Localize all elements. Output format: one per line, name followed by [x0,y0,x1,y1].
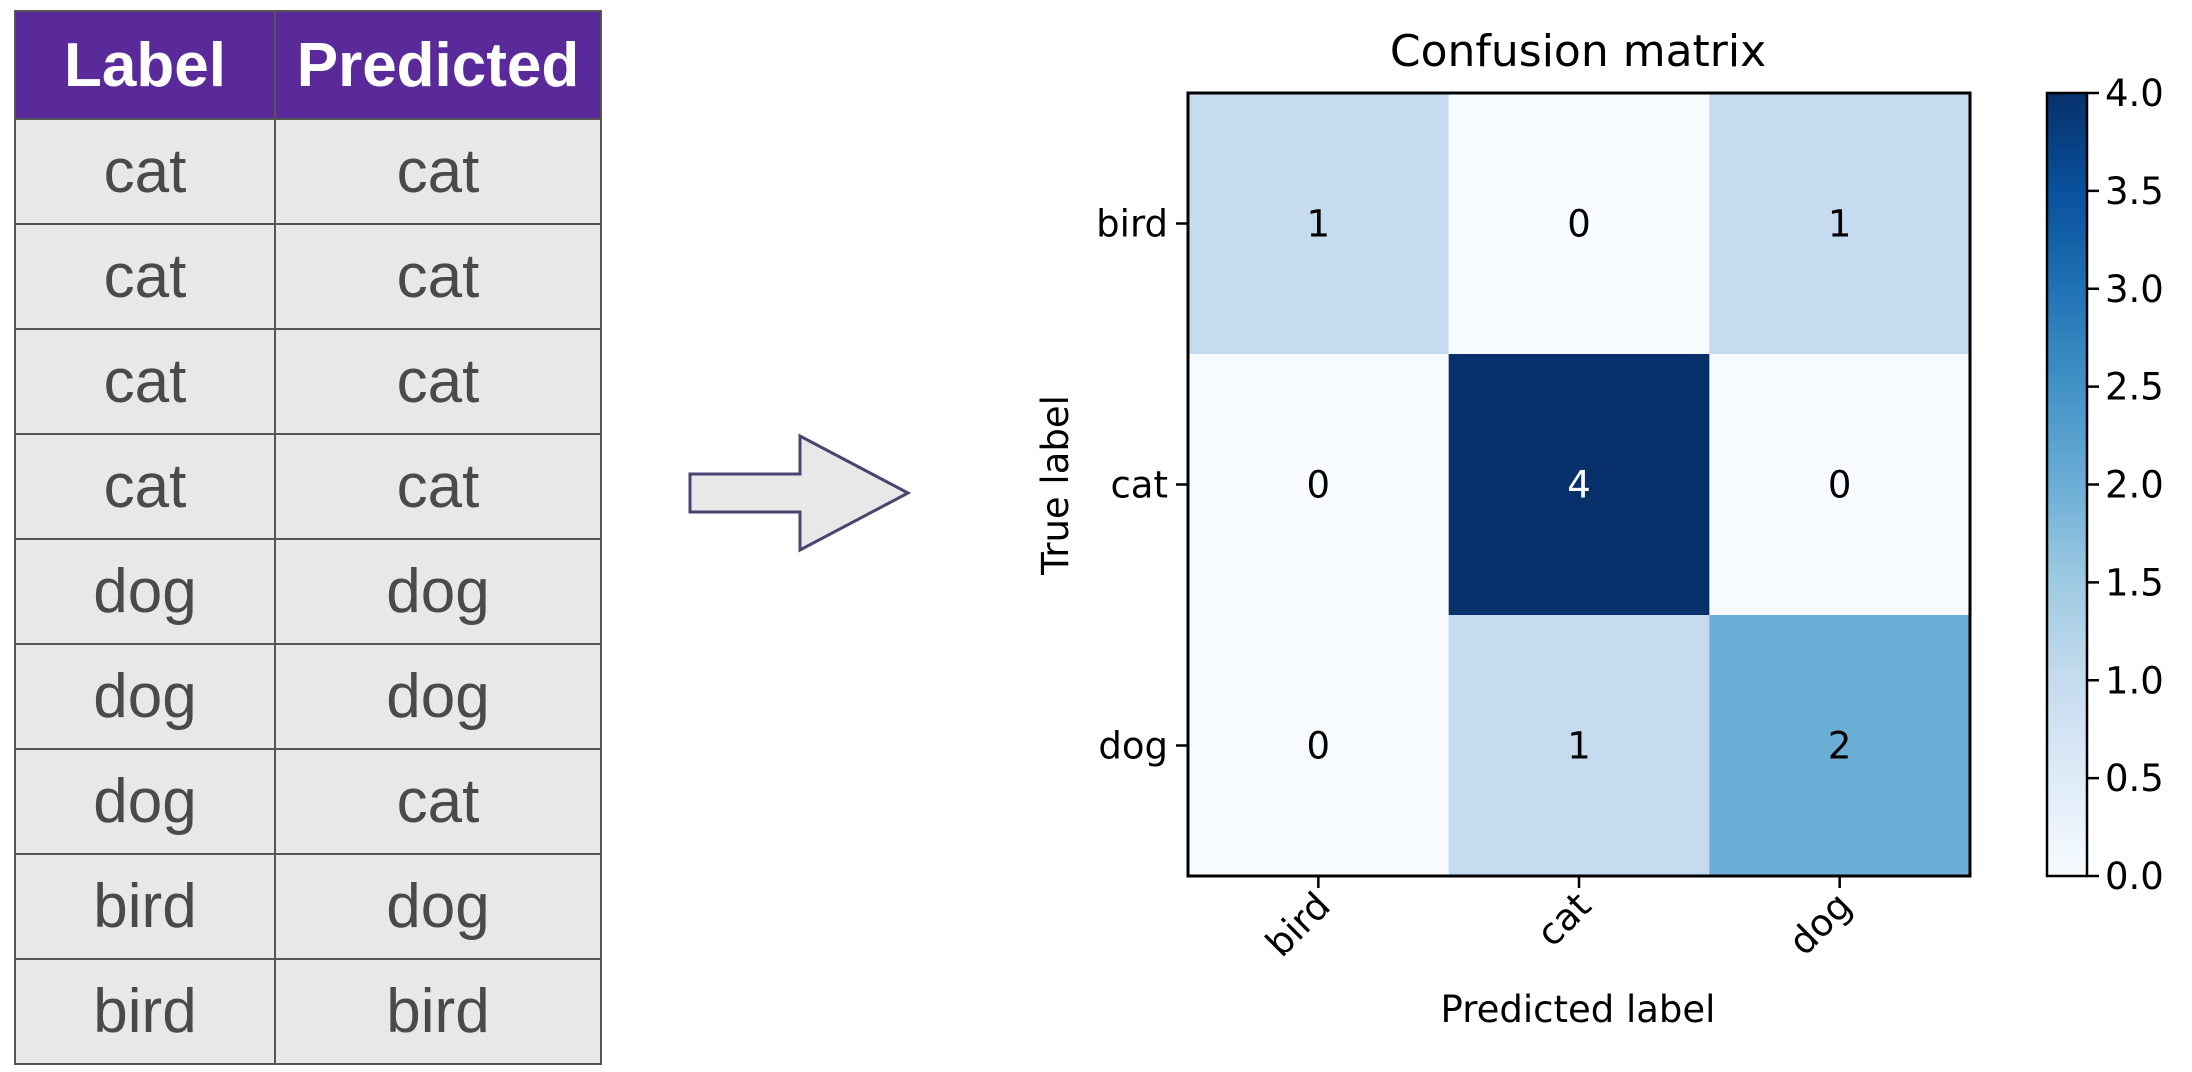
label-cell: cat [14,223,276,330]
table-body: cat cat cat cat cat cat cat cat dog dog dog dog dog c… [14,118,602,1065]
label-cell: cat [14,433,276,540]
heatmap-cell [1709,93,1971,355]
table-row: cat cat [14,118,602,225]
label-cell: dog [14,643,276,750]
table-header-row: Label Predicted [14,10,602,120]
colorbar-tick-label: 3.5 [2105,170,2164,213]
colorbar-tick-label: 0.5 [2105,757,2164,800]
cell-value-label: 0 [1307,725,1331,768]
table-row: bird bird [14,958,602,1065]
heatmap-cell [1709,615,1971,877]
predicted-cell: cat [274,223,602,330]
cell-value-label: 1 [1828,203,1852,246]
table-row: cat cat [14,433,602,540]
label-cell: cat [14,328,276,435]
y-tick-label: bird [1096,203,1168,246]
predicted-cell: bird [274,958,602,1065]
predicted-cell: dog [274,538,602,645]
header-predicted: Predicted [274,10,602,120]
x-tick-label: bird [1258,884,1339,965]
y-tick-label: cat [1110,464,1168,507]
heatmap-cell [1448,93,1710,355]
predicted-cell: dog [274,643,602,750]
table-row: dog dog [14,643,602,750]
table-row: cat cat [14,223,602,330]
cell-value-label: 1 [1307,203,1331,246]
predicted-cell: cat [274,433,602,540]
predicted-cell: dog [274,853,602,960]
label-cell: cat [14,118,276,225]
colorbar-tick-label: 4.0 [2105,72,2164,115]
heatmap-cell [1188,354,1450,616]
predicted-cell: cat [274,748,602,855]
label-cell: dog [14,538,276,645]
right-arrow-icon [688,433,912,553]
heatmap-cell [1188,615,1450,877]
colorbar-tick-label: 1.0 [2105,659,2164,702]
colorbar-tick-label: 2.0 [2105,464,2164,507]
colorbar-tick-label: 3.0 [2105,268,2164,311]
colorbar-tick-label: 0.0 [2105,855,2164,898]
heatmap-cell [1448,615,1710,877]
colorbar-tick-label: 1.5 [2105,561,2164,604]
x-tick-label: cat [1528,884,1599,955]
cell-value-label: 2 [1828,725,1852,768]
heatmap-cell [1709,354,1971,616]
colorbar [2045,91,2089,878]
header-label: Label [14,10,276,120]
y-axis-label: True label [1034,395,1077,576]
label-cell: bird [14,853,276,960]
colorbar-tick-label: 2.5 [2105,366,2164,409]
table-row: dog dog [14,538,602,645]
cell-value-label: 0 [1828,464,1852,507]
prediction-table: Label Predicted cat cat cat cat cat cat cat cat… [14,10,602,1065]
colorbar-ticks: 0.0 0.5 1.0 1.5 2.0 2.5 3.0 3.5 4.0 [2087,72,2164,898]
label-cell: dog [14,748,276,855]
cell-value-label: 1 [1567,725,1591,768]
heatmap-cell [1188,93,1450,355]
table-row: bird dog [14,853,602,960]
x-tick-label: dog [1780,884,1860,964]
x-ticks: bird cat dog [1258,876,1860,965]
cell-value-label: 0 [1567,203,1591,246]
predicted-cell: cat [274,328,602,435]
heatmap-cells: 1 0 1 0 4 0 0 1 2 [1188,93,1971,877]
table-row: dog cat [14,748,602,855]
x-axis-label: Predicted label [1441,988,1716,1031]
y-ticks: bird cat dog [1096,203,1188,768]
cell-value-label: 0 [1307,464,1331,507]
heatmap-cell [1448,354,1710,616]
predicted-cell: cat [274,118,602,225]
chart-title: Confusion matrix [1390,26,1766,77]
table-row: cat cat [14,328,602,435]
label-cell: bird [14,958,276,1065]
y-tick-label: dog [1098,725,1168,768]
cell-value-label: 4 [1567,464,1591,507]
